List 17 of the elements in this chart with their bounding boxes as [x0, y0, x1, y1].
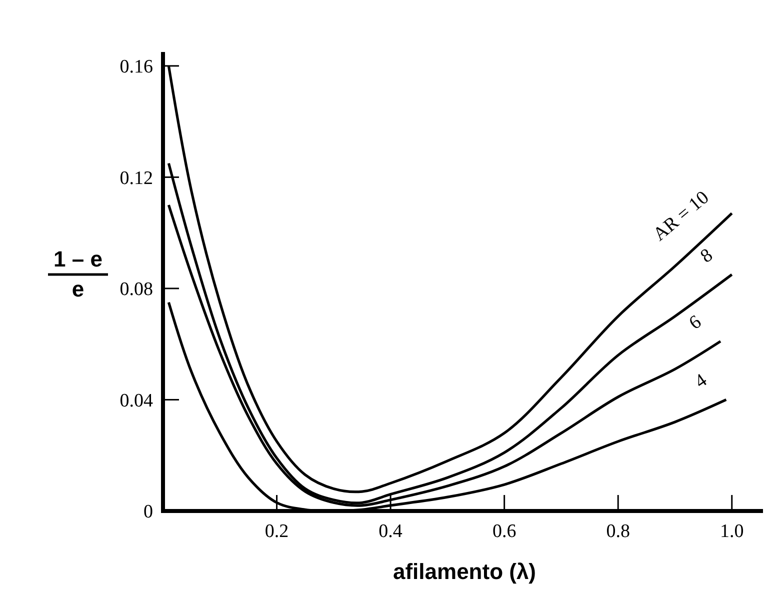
line-series: [167, 64, 734, 494]
x-tick-label: 0.2: [264, 521, 289, 542]
text: 8: [696, 244, 717, 268]
x-tick-label: 1.0: [720, 521, 744, 542]
x-tick-label: 0.8: [606, 521, 630, 542]
y-tick-label: 0: [144, 502, 153, 523]
x-axis-title: afilamento (λ): [392, 559, 536, 584]
text: AR = 10: [649, 187, 714, 246]
y-axis-title: 1 – e e: [54, 246, 102, 302]
x-tick-label: 0.6: [492, 521, 516, 542]
x-tick-label: 0.4: [378, 521, 403, 542]
text: 6: [685, 311, 706, 334]
text: 4: [691, 370, 712, 393]
y-tick-label: 0.16: [120, 56, 153, 78]
y-tick-label: 0.08: [120, 279, 153, 300]
y-tick-label: 0.04: [120, 390, 154, 412]
y-tick-label: 0.12: [120, 168, 153, 189]
